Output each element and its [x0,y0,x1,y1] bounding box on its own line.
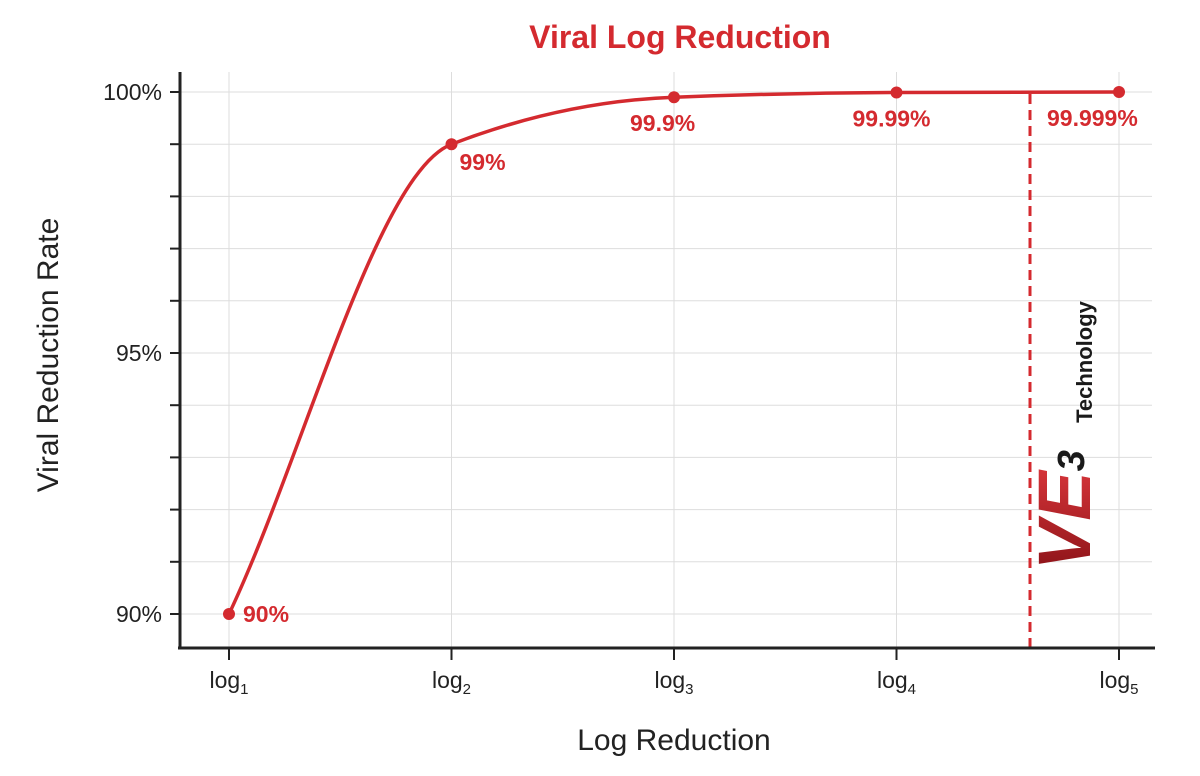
chart-title: Viral Log Reduction [529,19,831,55]
data-label: 99% [460,149,506,175]
data-label: 99.99% [853,106,931,132]
data-label: 99.9% [630,110,695,136]
data-point [890,86,903,99]
ve3-logo-number: 3 [1051,450,1093,471]
x-tick-base: log [432,667,463,693]
x-tick-label: log2 [432,667,471,698]
data-point [223,608,235,620]
ve3-logo-letters: VE [1023,469,1106,570]
x-tick-label: log4 [877,667,916,698]
y-tick-label: 95% [116,340,162,366]
x-tick-base: log [654,667,685,693]
series-line [227,90,1120,615]
x-tick-subscript: 2 [463,681,471,698]
x-tick-subscript: 3 [685,681,693,698]
x-tick-label: log1 [209,667,248,698]
x-tick-label: log5 [1099,667,1138,698]
series: 90% 99% 99.9% 99.99% 99.999% [223,86,1138,627]
x-tick-base: log [877,667,908,693]
data-point [1113,86,1125,99]
x-tick-subscript: 4 [908,681,916,698]
grid [180,72,1152,648]
x-axis-label: Log Reduction [577,724,770,757]
x-tick-base: log [209,667,240,693]
x-tick-subscript: 5 [1130,681,1138,698]
y-tick-label: 100% [103,79,162,105]
axes: 90%95%100%log1 log2 log3 log4 log5 [103,72,1155,698]
data-point [668,91,680,104]
y-axis-label: Viral Reduction Rate [32,218,65,493]
logo-technology-text: Technology [1072,300,1097,423]
data-label: 99.999% [1047,105,1138,131]
data-label: 90% [243,601,289,627]
ve3-technology-logo: Technology VE3 [1023,300,1106,570]
data-point [445,138,458,151]
x-tick-base: log [1099,667,1130,693]
x-tick-subscript: 1 [240,681,248,698]
ve3-logo-mark: VE3 [1023,450,1106,570]
y-tick-label: 90% [116,601,162,627]
x-tick-label: log3 [654,667,693,698]
